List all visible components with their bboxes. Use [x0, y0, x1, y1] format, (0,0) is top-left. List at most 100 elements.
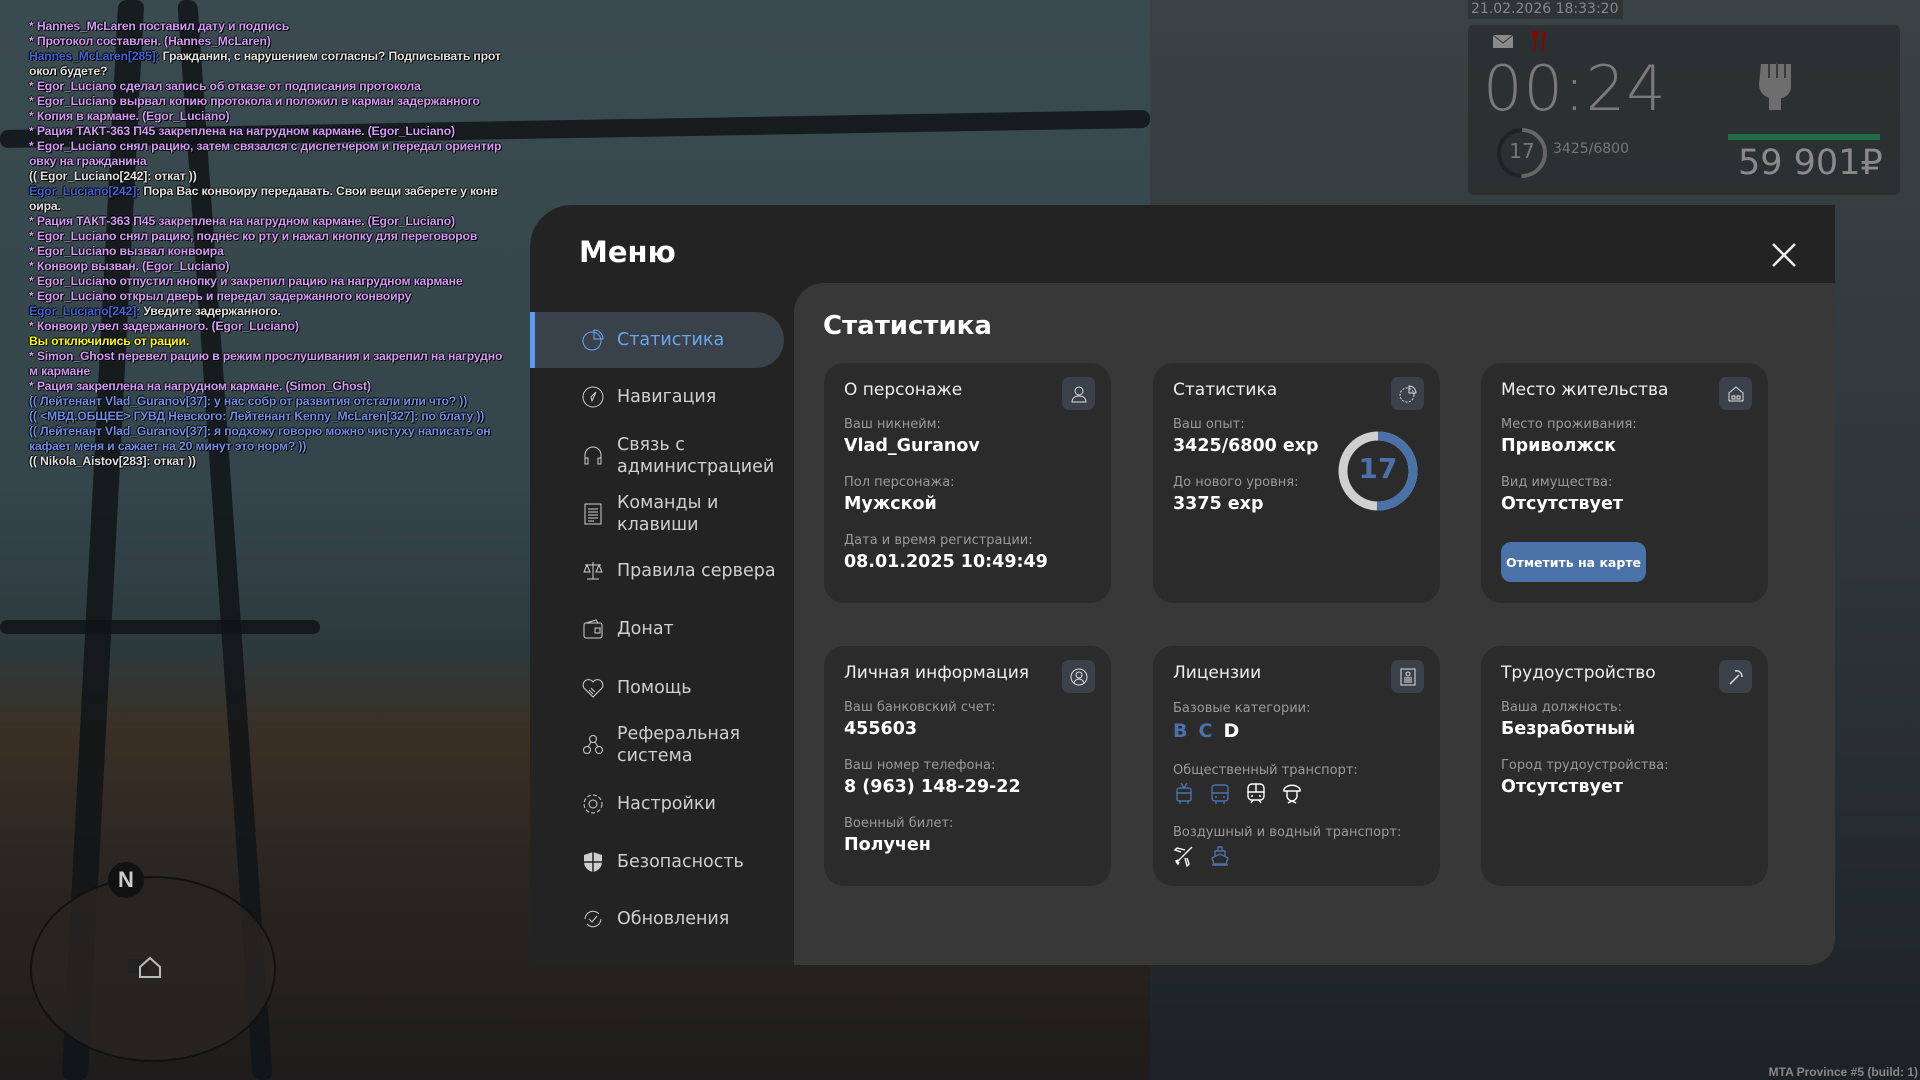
sidebar-item-label: Команды и клавиши: [617, 493, 719, 535]
chat-segment: * Egor_Luciano сделал запись об отказе о…: [29, 79, 421, 93]
sidebar-item[interactable]: Помощь: [530, 660, 784, 716]
field-list: Ваш никнейм: Vlad_Guranov Пол персонажа: Му…: [844, 416, 1048, 590]
sidebar-item-label: Донат: [617, 619, 674, 639]
chat-line: * Egor_Luciano снял рацию, поднёс ко рту…: [29, 229, 502, 244]
pickaxe-icon: [1719, 660, 1752, 693]
chat-line: (( Лейтенант Vlad_Guranov[37]: у нас соб…: [29, 394, 502, 409]
chat-segment: * Конвоир вызван. (Egor_Luciano): [29, 259, 230, 273]
chat-line: * Egor_Luciano отпустил кнопку и закрепи…: [29, 274, 502, 289]
chat-segment: овку на гражданина: [29, 154, 147, 168]
chat-line: (( Лейтенант Vlad_Guranov[37]: я подхожу…: [29, 424, 502, 439]
field-value: 3375 exp: [1173, 494, 1264, 514]
field-label: Ваш никнейм:: [844, 417, 941, 432]
train-icon: [1247, 783, 1265, 804]
field-label: Место проживания:: [1501, 417, 1637, 432]
fist-icon: [1759, 62, 1791, 110]
air-water-label: Воздушный и водный транспорт:: [1173, 825, 1402, 840]
chat-log: * Hannes_McLaren поставил дату и подпись…: [29, 19, 502, 469]
compass-icon: [582, 386, 604, 408]
pie-chart-icon: [1391, 377, 1424, 410]
field-list: Ваш банковский счет: 455603 Ваш номер теле…: [844, 699, 1021, 873]
field-label: Ваш номер телефона:: [844, 758, 996, 773]
user-icon: [1062, 377, 1095, 410]
chat-line: * Рация закреплена на нагрудном кармане.…: [29, 379, 502, 394]
chat-segment: (( Лейтенант Vlad_Guranov[37]: у нас соб…: [29, 394, 468, 408]
field-value: Мужской: [844, 494, 937, 514]
chat-segment: * Egor_Luciano снял рацию, поднёс ко рту…: [29, 229, 478, 243]
house-icon: [1719, 377, 1752, 410]
conductor-icon: [1283, 784, 1301, 804]
chat-segment: Гражданин, с нарушением согласны? Подпис…: [162, 49, 501, 63]
field-label: До нового уровня:: [1173, 475, 1299, 490]
field-list: Ваш опыт: 3425/6800 exp До нового уровня: 3…: [1173, 416, 1319, 532]
handshake-heart-icon: [582, 679, 604, 698]
chat-segment: (( <МВД.ОБЩЕЕ> ГУВД Невского: Лейтенант …: [29, 409, 485, 423]
sidebar-item-label: Правила сервера: [617, 561, 776, 581]
chat-line: кафает меня и сажает на 20 минут это нор…: [29, 439, 502, 454]
field-value: Безработный: [1501, 719, 1636, 739]
chat-segment: * Рация закреплена на нагрудном кармане.…: [29, 379, 371, 393]
scales-icon: [583, 562, 603, 580]
pie-chart-icon: [582, 329, 604, 351]
sidebar-item[interactable]: Правила сервера: [530, 543, 784, 599]
document-icon: [584, 503, 602, 525]
field-value: Получен: [844, 835, 931, 855]
hud-exp: 3425/6800: [1553, 141, 1629, 157]
build-version: MTA Province #5 (build: 1): [1768, 1065, 1918, 1079]
page-title: Статистика: [823, 311, 992, 341]
chat-segment: Egor_Luciano[242]:: [29, 184, 144, 198]
field-label: Военный билет:: [844, 816, 954, 831]
hud-panel: 00:24 17 3425/6800 59 901₽: [1468, 25, 1900, 195]
chat-line: (( Egor_Luciano[242]: откат )): [29, 169, 502, 184]
chat-segment: (( Лейтенант Vlad_Guranov[37]: я подхожу…: [29, 424, 491, 438]
field-label: Пол персонажа:: [844, 475, 955, 490]
content-area: Статистика О персонаже Ваш никнейм: Vlad_…: [794, 283, 1835, 965]
user-circle-icon: [1062, 660, 1095, 693]
refresh-check-icon: [584, 910, 602, 928]
sidebar-item[interactable]: Реферальная система: [530, 717, 784, 773]
sidebar-item[interactable]: Донат: [530, 601, 784, 657]
close-icon[interactable]: [1770, 241, 1798, 269]
field-value: Vlad_Guranov: [844, 436, 980, 456]
chat-segment: * Egor_Luciano снял рацию, затем связалс…: [29, 139, 502, 153]
chat-line: овку на гражданина: [29, 154, 502, 169]
sidebar-item[interactable]: Связь с администрацией: [530, 428, 784, 484]
chat-line: Вы отключились от рации.: [29, 334, 502, 349]
sidebar-item[interactable]: Навигация: [530, 369, 784, 425]
hud-datetime: 21.02.2026 18:33:20: [1468, 0, 1623, 19]
sidebar-item[interactable]: Команды и клавиши: [530, 486, 784, 542]
base-categories-label: Базовые категории:: [1173, 701, 1311, 716]
field-value: 3425/6800 exp: [1173, 436, 1319, 456]
chat-line: * Egor_Luciano открыл дверь и передал за…: [29, 289, 502, 304]
card-character: О персонаже Ваш никнейм: Vlad_Guranov Пол …: [824, 363, 1111, 603]
chat-line: Egor_Luciano[242]: Пора Вас конвоиру пер…: [29, 184, 502, 199]
sidebar-item[interactable]: Статистика: [530, 312, 784, 368]
chat-segment: * Конвоир увел задержанного. (Egor_Lucia…: [29, 319, 299, 333]
field-list: Ваша должность: Безработный Город трудоуст…: [1501, 699, 1668, 815]
sidebar-item[interactable]: Настройки: [530, 776, 784, 832]
field-value: Отсутствует: [1501, 777, 1623, 797]
chat-segment: м кармане: [29, 364, 90, 378]
sidebar-item-label: Реферальная система: [617, 724, 741, 766]
sidebar-item-label: Обновления: [617, 909, 730, 929]
bg-bar: [0, 620, 320, 634]
bus-icon: [1211, 784, 1229, 804]
license-category: B: [1173, 720, 1188, 742]
chat-line: * Рация ТАКТ-363 П45 закреплена на нагру…: [29, 124, 502, 139]
chat-line: * Конвоир увел задержанного. (Egor_Lucia…: [29, 319, 502, 334]
level-number: 17: [1358, 452, 1398, 485]
sidebar-item[interactable]: Безопасность: [530, 834, 784, 890]
sidebar-item[interactable]: Обновления: [530, 891, 784, 947]
card-title: Статистика: [1173, 380, 1278, 400]
chat-line: * Рация ТАКТ-363 П45 закреплена на нагру…: [29, 214, 502, 229]
public-transport-icons: [1173, 782, 1303, 805]
chat-segment: * Hannes_McLaren поставил дату и подпись: [29, 19, 290, 33]
public-transport-label: Общественный транспорт:: [1173, 763, 1358, 778]
field-value: 455603: [844, 719, 918, 739]
sidebar-item-label: Настройки: [617, 794, 716, 814]
wallet-icon: [583, 619, 603, 639]
card-title: Личная информация: [844, 663, 1030, 683]
chat-line: * Копия в кармане. (Egor_Luciano): [29, 109, 502, 124]
mark-on-map-button[interactable]: Отметить на карте: [1501, 542, 1646, 582]
